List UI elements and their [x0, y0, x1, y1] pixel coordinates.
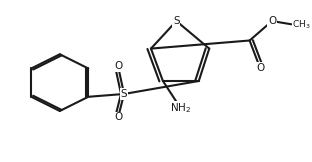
Text: O: O — [114, 61, 122, 71]
Text: NH$_2$: NH$_2$ — [170, 102, 192, 116]
Text: O: O — [256, 63, 264, 73]
Text: O: O — [268, 16, 276, 26]
Text: O: O — [114, 112, 122, 122]
Text: S: S — [121, 89, 127, 99]
Text: CH$_3$: CH$_3$ — [292, 18, 311, 31]
Text: S: S — [173, 16, 180, 26]
